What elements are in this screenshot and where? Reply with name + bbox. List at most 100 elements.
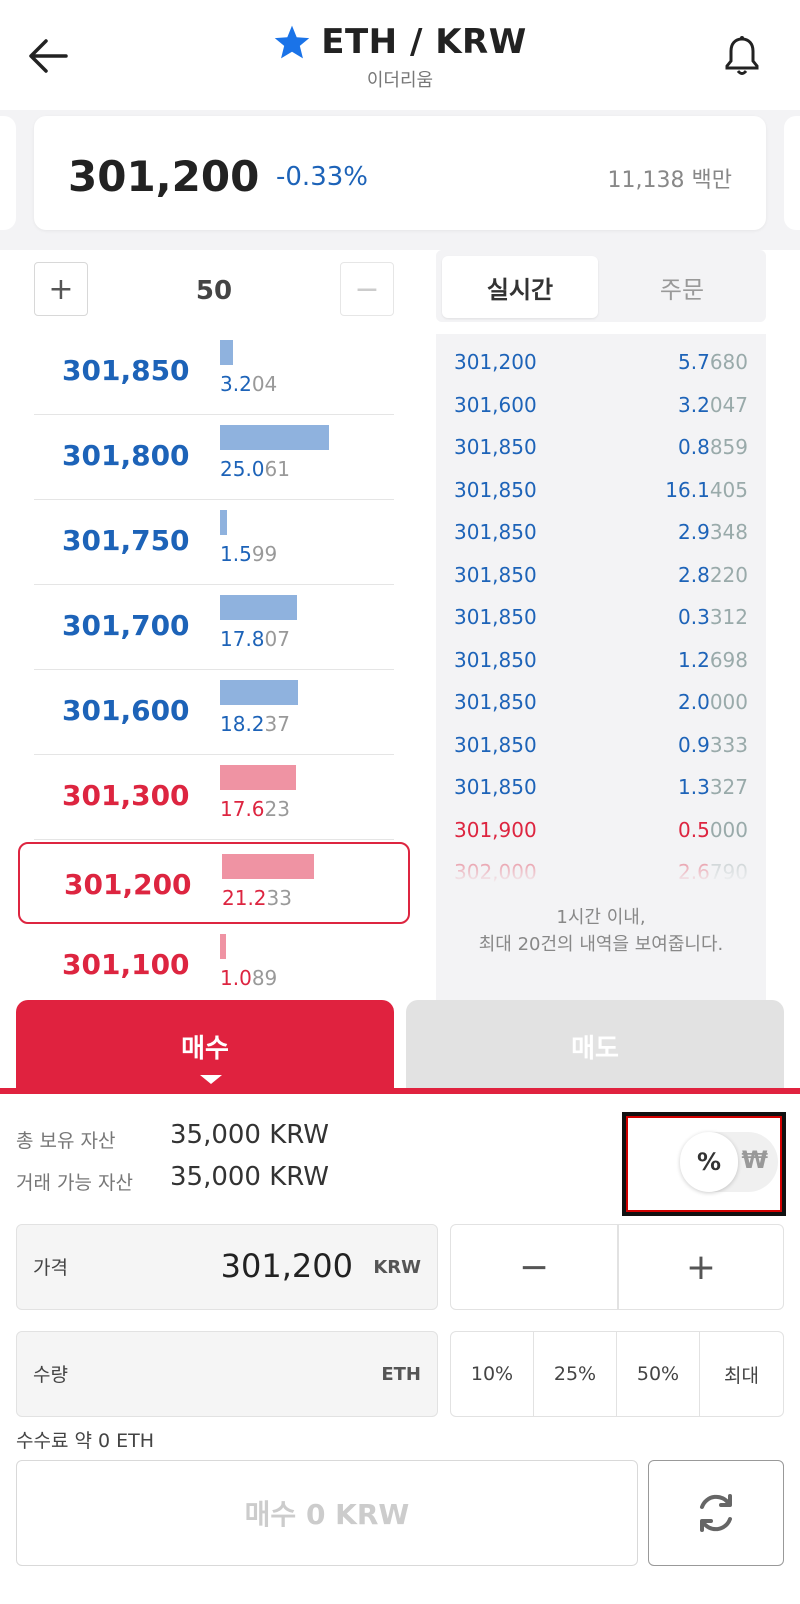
orderbook-volume-bar [220,765,296,790]
orderbook-qty-main: 17.8 [220,627,265,651]
depth-control: + 50 − [34,262,394,318]
buy-submit-button[interactable]: 매수 0 KRW [16,1460,638,1566]
orderbook-volume-bar [220,340,233,365]
orderbook-row[interactable]: 301,750 1.599 [34,500,394,585]
trade-qty-dim: 220 [709,562,748,587]
orderbook-qty: 18.237 [220,712,290,736]
trades-note-line2: 최대 20건의 내역을 보여줍니다. [478,934,724,955]
orderbook-qty: 3.204 [220,372,277,396]
price-input[interactable]: 301,200 [220,1247,353,1285]
orderbook-row[interactable]: 301,200 21.233 [18,842,410,924]
orderbook-qty-dim: 07 [264,627,290,651]
arrow-left-icon [29,39,68,73]
trade-qty-dim: 698 [709,647,748,672]
trade-qty-main: 2.8 [678,562,710,587]
percent-10-button[interactable]: 10% [451,1332,534,1416]
tab-underline [0,1088,800,1094]
trade-price: 301,850 [454,477,537,502]
trade-qty: 2.0000 [678,690,748,714]
orderbook-list: 301,850 3.204 301,800 25.061 301,750 1.599 301… [18,330,410,1009]
star-icon[interactable] [273,24,311,60]
trade-row: 301,850 2.8220 [454,553,748,595]
trade-qty-dim: 348 [709,520,748,544]
trade-qty-main: 2.9 [678,520,710,544]
price-change: -0.33% [276,162,368,192]
trade-list[interactable]: 302,0002.6790301,9000.5000301,8501.33273… [436,334,766,1000]
orderbook-qty: 1.089 [220,966,277,990]
orderbook-price: 301,800 [62,439,190,472]
trade-qty: 1.3327 [678,775,748,799]
orderbook-price: 301,300 [62,779,190,812]
tab-realtime[interactable]: 실시간 [442,256,598,318]
orderbook-price: 301,750 [62,524,190,557]
trade-qty: 2.8220 [678,563,748,587]
ticker-card-next[interactable] [784,116,800,230]
trade-qty-dim: 859 [709,435,748,459]
orderbook-row[interactable]: 301,300 17.623 [34,755,394,840]
price-stepper: − + [450,1224,784,1310]
unit-toggle[interactable]: % ₩ [680,1132,778,1192]
trade-row: 301,600 3.2047 [454,383,748,425]
trade-qty-dim: 405 [709,477,748,502]
orderbook-price: 301,100 [62,948,190,981]
trade-price: 301,850 [454,732,537,757]
orderbook-qty-dim: 61 [264,457,290,481]
amount-field[interactable]: 수량 ETH [16,1331,438,1417]
orderbook-price: 301,200 [64,868,192,901]
orderbook-volume-bar [220,680,298,705]
tab-buy[interactable]: 매수 [16,1000,394,1090]
refresh-button[interactable] [648,1460,784,1566]
trade-price: 301,850 [454,647,537,672]
orderbook-row[interactable]: 301,800 25.061 [34,415,394,500]
price-unit: KRW [373,1257,421,1278]
orderbook-row[interactable]: 301,100 1.089 [34,924,394,1009]
percent-25-button[interactable]: 25% [534,1332,617,1416]
tab-buy-label: 매수 [181,1034,229,1064]
price-decrease-button[interactable]: − [518,1246,550,1288]
page-subtitle: 이더리움 [366,70,434,91]
trade-qty: 0.9333 [678,733,748,757]
side-tabs: 매수 매도 [0,1000,800,1096]
orderbook-row[interactable]: 301,600 18.237 [34,670,394,755]
tab-orders[interactable]: 주문 [659,275,705,304]
trades-panel: 실시간 주문 302,0002.6790301,9000.5000301,850… [436,250,766,1000]
trade-price: 301,850 [454,775,537,799]
orderbook-qty-dim: 99 [251,542,278,566]
trade-tabs: 실시간 주문 [436,250,766,322]
notification-button[interactable] [718,32,766,80]
percent-max-button[interactable]: 최대 [724,1364,759,1387]
orderbook-row[interactable]: 301,700 17.807 [34,585,394,670]
toggle-percent: % [680,1132,738,1192]
orderbook-price: 301,700 [62,609,190,642]
ticker-card: 301,200 -0.33% 11,138 백만 [34,116,766,230]
tab-sell[interactable]: 매도 [406,1000,784,1090]
orderbook-volume-bar [222,854,314,879]
ticker-card-prev[interactable] [0,116,16,230]
trade-qty-dim: 000 [709,817,748,842]
depth-plus-button[interactable]: + [34,262,88,316]
orderbook-qty-dim: 89 [251,966,278,990]
price-field[interactable]: 가격 301,200 KRW [16,1224,438,1310]
orderbook-row[interactable]: 301,850 3.204 [34,330,394,415]
percent-50-button[interactable]: 50% [617,1332,700,1416]
depth-minus-button[interactable]: − [340,262,394,316]
orderbook-qty: 17.623 [220,797,290,821]
price-increase-button[interactable]: + [685,1246,717,1288]
orderbook-qty-dim: 23 [264,797,290,821]
price-label: 가격 [33,1257,68,1279]
trade-qty-main: 1.3 [678,775,710,799]
amount-unit: ETH [381,1364,421,1385]
back-button[interactable] [24,32,72,80]
orderbook-volume-bar [220,595,297,620]
stepper-divider [617,1225,619,1309]
trade-qty-dim: 327 [709,775,748,799]
trades-note: 1시간 이내, 최대 20건의 내역을 보여줍니다. [436,904,766,958]
orderbook-qty-main: 3.2 [220,372,252,396]
toggle-won: ₩ [741,1146,768,1174]
trade-price: 301,200 [454,350,537,374]
trade-qty-dim: 333 [709,732,748,757]
trade-row: 301,850 1.3327 [454,765,748,807]
orderbook-volume-bar [220,934,226,959]
page-title: ETH / KRW [321,22,527,62]
orderbook-qty-main: 1.0 [220,966,252,990]
